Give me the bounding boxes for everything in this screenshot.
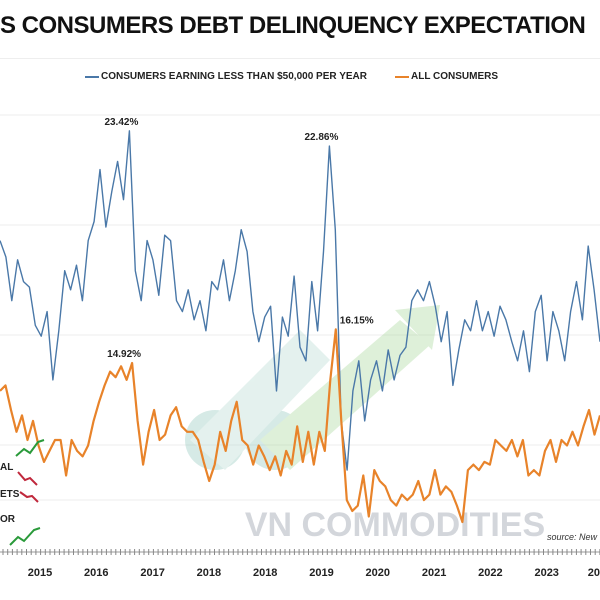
trend-down-icon [19, 491, 39, 503]
legend-swatch [395, 75, 409, 78]
data-label: 14.92% [107, 349, 141, 360]
x-tick-label: 2015 [28, 567, 52, 579]
x-tick-label: 2018 [197, 567, 221, 579]
series-line-0 [0, 130, 600, 471]
legend: CONSUMERS EARNING LESS THAN $50,000 PER … [85, 71, 498, 82]
side-label: OR [0, 514, 16, 525]
x-tick-label: 2018 [253, 567, 277, 579]
series-line-1 [0, 328, 600, 524]
chart-title: S CONSUMERS DEBT DELINQUENCY EXPECTATION [0, 12, 586, 39]
side-label: ETS [0, 489, 20, 500]
data-label: 22.86% [304, 132, 338, 143]
x-tick-label: 20 [588, 567, 600, 579]
legend-item-low-income: CONSUMERS EARNING LESS THAN $50,000 PER … [85, 71, 367, 82]
trend-up-icon [15, 439, 45, 457]
x-tick-label: 2022 [478, 567, 502, 579]
divider [0, 58, 600, 59]
x-tick-label: 2021 [422, 567, 446, 579]
legend-label: CONSUMERS EARNING LESS THAN $50,000 PER … [101, 71, 367, 82]
data-label: 23.42% [104, 117, 138, 128]
trend-down-icon [17, 471, 38, 486]
data-label: 16.15% [340, 315, 374, 326]
legend-item-all: ALL CONSUMERS [395, 71, 498, 82]
x-tick-label: 2023 [534, 567, 558, 579]
watermark-text: VN COMMODITIES [245, 506, 545, 544]
x-tick-label: 2016 [84, 567, 108, 579]
side-indicators: AL ETS OR [0, 439, 45, 546]
x-tick-label: 2020 [366, 567, 390, 579]
legend-swatch [85, 75, 99, 78]
source-note: source: New [547, 532, 598, 542]
trend-up-icon [9, 527, 41, 546]
x-tick-label: 2017 [140, 567, 164, 579]
side-label: AL [0, 462, 13, 473]
x-tick-label: 2019 [309, 567, 333, 579]
legend-label: ALL CONSUMERS [411, 71, 499, 82]
